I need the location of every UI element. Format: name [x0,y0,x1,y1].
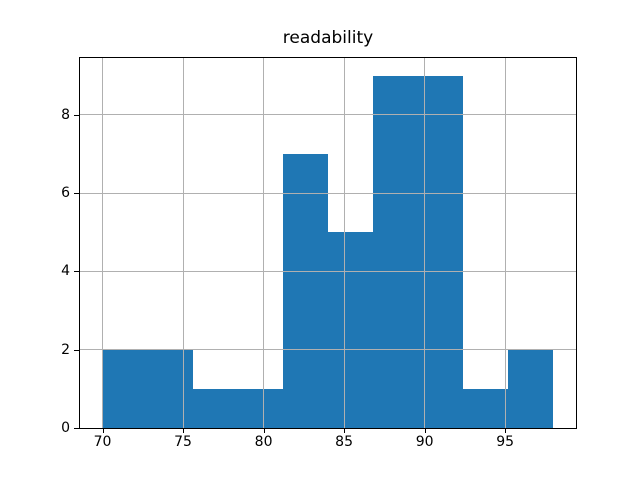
x-tick-mark [425,429,426,433]
histogram-bar [237,388,283,428]
gridline-horizontal [80,349,576,351]
histogram-bar [192,388,238,428]
grid-layer [80,58,576,429]
x-tick-mark [344,429,345,433]
y-tick-mark [74,428,79,429]
y-tick-mark [74,271,79,272]
gridline-vertical [102,58,104,428]
histogram-bar [147,349,193,428]
histogram-bar [373,75,419,428]
y-tick-label: 4 [61,263,70,280]
x-tick-label: 90 [415,434,434,450]
y-tick-mark [74,193,79,194]
y-tick-mark [74,115,79,116]
histogram-bar [102,349,148,428]
plot-area [79,57,577,429]
gridline-horizontal [80,114,576,116]
x-tick-label: 80 [254,434,273,450]
gridline-vertical [182,58,184,428]
gridline-horizontal [80,192,576,194]
y-tick-mark [74,350,79,351]
gridline-vertical [504,58,506,428]
gridline-horizontal [80,427,576,429]
histogram-bar [463,388,509,428]
histogram-bar [328,232,374,428]
gridline-vertical [263,58,265,428]
chart-title: readability [282,28,374,48]
y-tick-label: 8 [61,106,70,123]
x-tick-label: 70 [93,434,112,450]
histogram-bar [282,153,328,428]
histogram-bar [508,349,554,428]
gridline-vertical [343,58,345,428]
y-tick-label: 2 [61,341,70,358]
bars-layer [80,58,576,428]
histogram-bar [418,75,464,428]
x-tick-label: 95 [496,434,515,450]
x-tick-label: 75 [174,434,192,450]
x-tick-mark [183,429,184,433]
gridline-horizontal [80,270,576,272]
y-tick-label: 6 [61,185,70,202]
x-tick-mark [505,429,506,433]
y-tick-label: 0 [61,420,70,436]
x-tick-label: 85 [335,434,354,450]
x-tick-mark [103,429,104,433]
gridline-vertical [424,58,426,428]
x-tick-mark [264,429,265,433]
